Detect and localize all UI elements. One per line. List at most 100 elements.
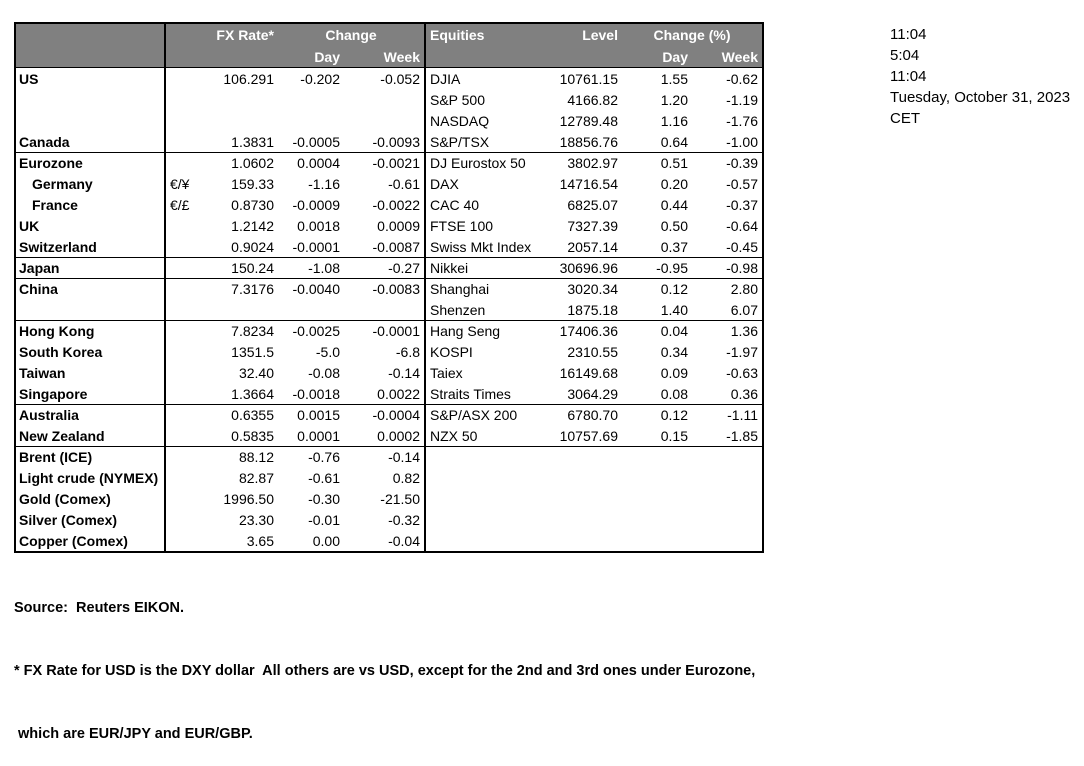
fx-rate-value: 1.3831 [231, 133, 274, 150]
country-label-cell: Light crude (NYMEX) [16, 467, 166, 488]
fx-day-change-cell: -0.0001 [292, 238, 340, 255]
equity-day-change-cell: 0.12 [622, 404, 692, 425]
equity-level-cell [544, 488, 622, 509]
fx-rate-cell: €/£ 0.8730 [166, 194, 278, 215]
fx-rate-cell: 0.9024 [166, 236, 278, 257]
equity-week-change-cell: 1.36 [692, 320, 762, 341]
fx-rate-cell: 1.3831 [166, 131, 278, 152]
equity-day-change-cell: 0.51 [622, 152, 692, 173]
equity-week-change-cell: -0.57 [726, 175, 758, 192]
timezone-label: CET [890, 110, 920, 127]
equity-week-change-cell: -0.45 [726, 238, 758, 255]
fx-day-change-cell: -0.0005 [292, 133, 340, 150]
fx-week-change-cell: -0.14 [344, 362, 426, 383]
fx-week-change-cell: -0.0022 [344, 194, 426, 215]
equity-week-change-cell [692, 467, 762, 488]
country-label-cell: Eurozone [16, 152, 166, 173]
corner-header-cell [16, 24, 166, 46]
equity-name-cell [426, 488, 544, 509]
equity-level-cell: 3064.29 [567, 385, 618, 402]
equity-level-cell: 7327.39 [567, 217, 618, 234]
equity-week-change-cell: -0.39 [692, 152, 762, 173]
equity-day-subheader: Day [622, 46, 692, 68]
fx-rate-value: 1996.50 [223, 490, 274, 507]
equity-level-cell [544, 509, 622, 530]
equity-week-change-cell: 6.07 [730, 301, 758, 318]
equity-name-cell: Hang Seng [426, 320, 544, 341]
fx-rate-cell: 3.65 [166, 530, 278, 551]
fx-day-change-cell: -0.76 [278, 446, 344, 467]
fx-day-change-cell [278, 89, 344, 110]
equity-name-cell [426, 446, 544, 467]
country-label-cell: Gold (Comex) [16, 488, 166, 509]
date-label: Tuesday, October 31, 2023 [890, 89, 1071, 106]
equity-name-cell: S&P/ASX 200 [426, 404, 544, 425]
fx-rate-value: 0.8730 [231, 196, 274, 213]
fx-rate-cell [166, 299, 278, 320]
currency-pair-label: €/¥ [170, 175, 190, 192]
equity-name-cell: Taiex [430, 364, 463, 381]
fx-rate-value: 106.291 [223, 70, 274, 87]
equity-change-pct-header: Change (%) [622, 24, 762, 46]
equity-day-change-cell: 0.15 [660, 427, 688, 444]
fx-day-change-cell: 0.0015 [278, 404, 344, 425]
equity-level-cell: 10761.15 [559, 70, 618, 87]
fx-week-change-cell: -0.14 [344, 446, 426, 467]
equity-week-change-cell [692, 530, 762, 551]
country-label-cell: Switzerland [16, 236, 166, 257]
fx-rate-cell: 7.8234 [166, 320, 278, 341]
fx-rate-cell: 1996.50 [166, 488, 278, 509]
fx-day-change-cell: 0.0001 [297, 427, 340, 444]
country-label-cell: Canada [16, 131, 166, 152]
country-label-cell: New Zealand [16, 425, 166, 446]
fx-rate-header: FX Rate* [166, 24, 278, 46]
fx-day-change-cell: 0.0004 [278, 152, 344, 173]
equity-week-change-cell [692, 446, 762, 467]
country-label-cell: France [16, 194, 166, 215]
fx-week-subheader: Week [344, 46, 426, 68]
fx-day-change-cell: -0.01 [308, 511, 340, 528]
country-label-cell: Brent (ICE) [16, 446, 166, 467]
fx-equities-table: FX Rate* Change Equities Level Change (%… [14, 22, 764, 553]
source-note: Source: Reuters EIKON. [14, 600, 185, 616]
fx-day-change-cell: -1.08 [278, 257, 344, 278]
fx-week-change-cell: -0.0001 [344, 320, 426, 341]
equity-week-change-cell: -1.97 [726, 343, 758, 360]
fx-rate-cell: 7.3176 [166, 278, 278, 299]
equity-day-change-cell: 0.50 [660, 217, 688, 234]
equity-level-cell [544, 446, 622, 467]
equity-day-change-cell [622, 530, 692, 551]
equity-day-change-cell: 0.44 [660, 196, 688, 213]
equity-name-cell: Swiss Mkt Index [430, 238, 532, 255]
equity-name-cell [426, 530, 544, 551]
fx-day-change-cell: -0.30 [308, 490, 340, 507]
currency-pair-label: €/£ [170, 196, 190, 213]
country-label-cell [16, 299, 166, 320]
country-label-cell: Taiwan [16, 362, 166, 383]
fx-rate-value: 1.0602 [231, 155, 274, 171]
equity-day-change-cell: 1.16 [660, 112, 688, 129]
equity-week-change-cell: -1.85 [726, 427, 758, 444]
country-label-cell: UK [16, 215, 166, 236]
fx-rate-value: 82.87 [238, 469, 274, 486]
empty-header-cell [166, 46, 278, 68]
equity-name-cell: DJIA [430, 70, 461, 87]
country-label-cell: Germany [16, 173, 166, 194]
fx-rate-cell: 106.291 [166, 68, 278, 89]
fx-rate-cell: 32.40 [166, 362, 278, 383]
corner-header-cell [16, 46, 166, 68]
fx-rate-cell: 23.30 [166, 509, 278, 530]
fx-rate-value: 1.2142 [231, 217, 274, 234]
fx-rate-cell: 150.24 [166, 257, 278, 278]
fx-week-change-cell [344, 110, 426, 131]
fx-rate-cell: 0.6355 [166, 404, 278, 425]
equity-level-cell: 6825.07 [567, 196, 618, 213]
fx-week-change-cell: 0.0002 [344, 425, 426, 446]
equity-name-cell: NASDAQ [430, 112, 490, 129]
equity-day-change-cell: 1.55 [660, 70, 688, 87]
equity-level-cell: 10757.69 [559, 427, 618, 444]
equity-day-change-cell [622, 509, 692, 530]
fx-rate-value: 1.3664 [231, 385, 274, 402]
fx-week-change-cell: -21.50 [344, 488, 426, 509]
fx-day-change-cell: -5.0 [315, 343, 340, 360]
